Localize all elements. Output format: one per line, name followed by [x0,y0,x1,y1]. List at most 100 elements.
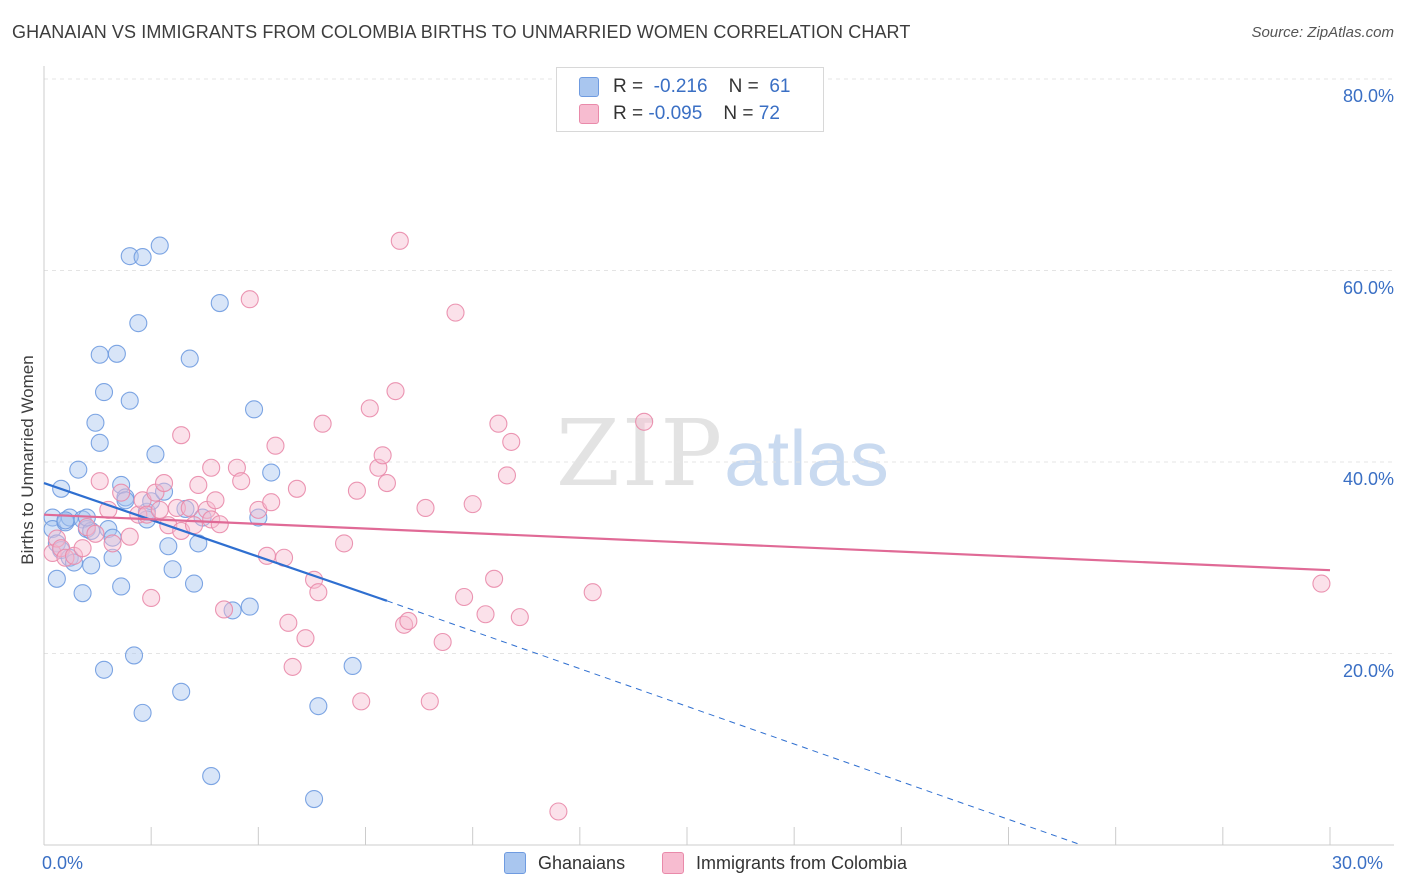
stats-legend-row-colombia: R = -0.095 N = 72 [579,102,780,126]
series-colombia [43,231,1331,821]
data-point [202,510,221,529]
n-value: 61 [769,76,791,97]
n-value: 72 [758,103,780,124]
data-point [94,383,114,402]
data-point [497,466,517,485]
data-point [210,294,229,313]
data-point [90,472,109,491]
trend-lines [43,482,1331,846]
data-point [82,556,101,575]
data-point [107,344,126,363]
data-point [180,498,199,518]
trend-line [43,513,1331,572]
data-points [43,231,1331,821]
n-label: N = [723,103,754,124]
r-value: -0.216 [653,76,708,97]
data-point [463,495,482,514]
y-tick-label: 40.0% [1342,469,1394,489]
y-tick-label: 20.0% [1342,660,1394,681]
data-point [112,483,131,502]
data-point [583,583,602,602]
data-point [112,577,131,596]
data-point [249,508,268,527]
data-point [124,646,144,665]
data-point [172,426,191,445]
data-point [287,479,306,498]
data-point [94,660,114,679]
y-axis-label: Births to Unmarried Women [18,355,37,565]
data-point [232,472,251,491]
data-point [240,290,259,309]
r-value: -0.095 [648,103,703,124]
data-point [184,574,204,593]
data-point [69,460,88,479]
watermark-zip: ZIP [556,400,725,507]
data-point [244,400,264,419]
watermark: ZIPatlas [556,400,889,507]
data-point [309,583,328,602]
legend-swatch-ghanaians [504,852,526,874]
data-point [390,231,409,250]
data-point [360,399,379,418]
watermark-atlas: atlas [724,414,889,502]
data-point [146,445,165,464]
data-point [455,587,474,607]
legend-label: Ghanaians [538,852,626,873]
data-point [266,436,285,455]
stats-legend: R = -0.216 N = 61 R = -0.095 N = 72 [556,67,824,132]
data-point [129,314,148,333]
data-point [189,475,208,495]
data-point [502,432,521,451]
data-point [133,248,152,267]
data-point [210,515,229,534]
axes [43,66,1394,846]
data-point [305,789,324,809]
data-point [420,692,439,711]
stats-legend-row-ghanaians: R = -0.216 N = 61 [579,75,790,99]
data-point [347,481,366,500]
data-point [206,491,225,510]
legend-swatch-ghanaians [579,77,599,97]
data-point [184,516,204,535]
data-point [154,474,174,493]
trend-line [43,482,388,602]
data-point [335,534,354,553]
data-point [227,458,246,477]
data-point [309,697,328,716]
legend-item-colombia[interactable]: Immigrants from Colombia [662,852,907,874]
data-point [120,391,139,410]
legend-item-ghanaians[interactable]: Ghanaians [504,852,625,874]
data-point [549,802,568,821]
x-tick-label-max: 30.0% [1332,853,1384,873]
data-point [283,657,302,676]
data-point [73,584,92,603]
r-label: R = [613,103,644,124]
data-point [343,656,362,675]
data-point [103,548,122,567]
data-point [120,527,139,546]
x-tick-label-min: 0.0% [42,853,84,873]
data-point [485,569,504,588]
data-point [313,414,332,433]
data-point [635,412,654,431]
data-point [90,433,109,452]
data-point [167,498,186,518]
data-point [510,608,529,627]
data-point [47,529,66,548]
data-point [86,524,105,543]
data-point [150,236,169,255]
data-point [386,382,405,401]
source-label: Source: ZipAtlas.com [1251,24,1394,41]
data-point [262,493,281,512]
data-point [214,600,234,619]
data-point [489,414,508,433]
data-point [433,632,452,652]
data-point [73,539,92,558]
data-point [150,500,169,519]
data-point [202,458,221,477]
data-point [64,553,84,572]
n-label: N = [728,76,759,97]
data-point [476,605,495,624]
legend-swatch-colombia [662,852,684,874]
legend-swatch-colombia [579,104,599,124]
